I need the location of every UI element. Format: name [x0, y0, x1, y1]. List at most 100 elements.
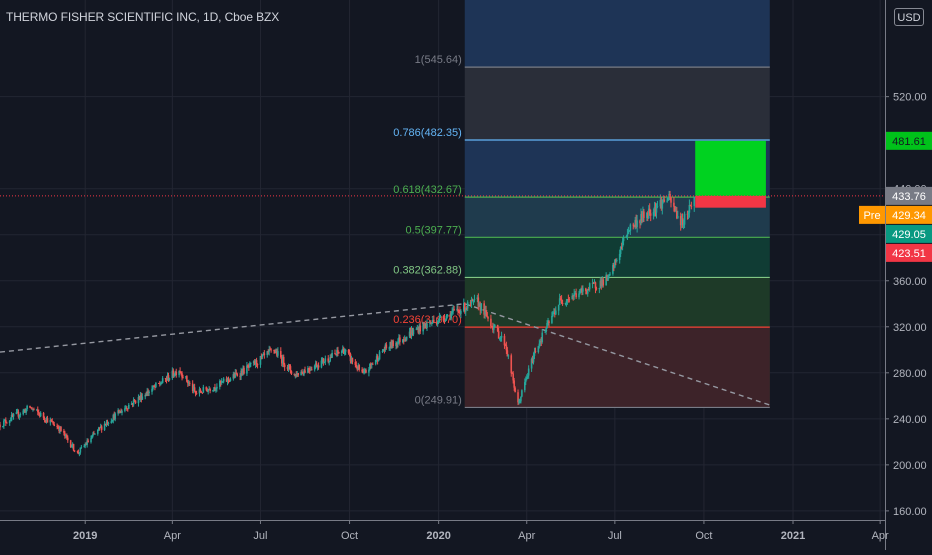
candle-body	[422, 322, 424, 332]
candle-body	[582, 288, 584, 292]
candle-body	[430, 322, 432, 324]
candle-body	[415, 328, 418, 330]
candle-body	[607, 275, 609, 281]
candle-body	[43, 417, 46, 421]
candle-body	[683, 213, 686, 225]
x-tick-label: Jul	[608, 530, 622, 542]
fibonacci-retracement[interactable]: 1(545.64) 0.786(482.35) 0.618(432.67) 0.5(3…	[393, 0, 770, 409]
candle-body	[145, 395, 148, 396]
candle-body	[411, 330, 414, 335]
candle-body	[185, 376, 187, 378]
candle-body	[336, 350, 338, 354]
candle-body	[86, 440, 88, 445]
candle-body	[137, 397, 140, 404]
candle-body	[159, 383, 162, 385]
candle-body	[646, 212, 649, 219]
candle-body	[173, 375, 176, 377]
candle-body	[221, 381, 224, 383]
candle-body	[282, 356, 285, 365]
candle-body	[505, 345, 508, 351]
candle-body	[627, 230, 630, 234]
candle-body	[426, 323, 428, 329]
candle-body	[97, 427, 100, 430]
candle-body	[164, 378, 167, 379]
candle-body	[463, 303, 465, 311]
candle-body	[287, 365, 290, 369]
candle-body	[131, 403, 134, 405]
candle-body	[57, 426, 59, 429]
candle-body	[493, 327, 495, 330]
candle-body	[457, 309, 459, 311]
candle-body	[66, 437, 69, 441]
candle-body	[124, 408, 126, 411]
candle-body	[579, 289, 581, 294]
candle-body	[546, 322, 548, 329]
candle-body	[342, 348, 345, 354]
x-tick-label: Oct	[341, 530, 358, 542]
candle-body	[73, 450, 76, 452]
candle-body	[205, 387, 208, 390]
candle-body	[479, 303, 482, 311]
candle-body	[646, 212, 648, 218]
candle-body	[334, 352, 336, 354]
candle-body	[179, 371, 181, 373]
candle-body	[340, 351, 343, 353]
candle-body	[363, 370, 365, 374]
candle-body	[354, 361, 357, 365]
candle-body	[676, 216, 679, 219]
candle-body	[498, 338, 501, 339]
candle-body	[322, 358, 325, 363]
candle-body	[181, 373, 183, 378]
candle-body	[167, 375, 170, 381]
candle-body	[125, 407, 127, 409]
long-position[interactable]	[695, 140, 766, 208]
candle-body	[382, 349, 385, 352]
candle-body	[267, 351, 270, 353]
candle-body	[368, 369, 370, 373]
candle-body	[206, 389, 209, 392]
candle-body	[347, 349, 350, 353]
candle-body	[641, 213, 643, 222]
candle-body	[476, 297, 479, 300]
candle-body	[335, 353, 337, 355]
candle-body	[147, 391, 149, 394]
candle-body	[503, 335, 506, 346]
candle-body	[214, 387, 216, 390]
candle-body	[316, 365, 319, 368]
candle-body	[329, 357, 331, 362]
candle-body	[280, 357, 283, 364]
currency-button[interactable]: USD	[894, 8, 924, 26]
candle-body	[295, 373, 298, 377]
y-tick-label: 320.00	[893, 322, 927, 334]
candle-body	[499, 337, 502, 339]
candle-body	[254, 360, 257, 365]
candle-body	[679, 216, 682, 226]
candle-body	[673, 202, 675, 207]
candle-body	[209, 388, 211, 391]
candle-body	[212, 390, 214, 391]
candle-body	[417, 328, 420, 333]
candle-body	[667, 197, 669, 201]
candle-body	[587, 289, 590, 290]
candle-body	[399, 337, 401, 343]
candle-body	[198, 389, 201, 394]
candle-body	[418, 325, 421, 333]
candle-body	[506, 350, 509, 357]
candle-body	[155, 383, 157, 387]
candle-body	[45, 418, 48, 422]
price-label-text: 429.34	[892, 210, 926, 222]
candle-body	[23, 409, 26, 411]
candle-body	[215, 388, 217, 390]
candle-body	[552, 312, 554, 316]
candle-body	[682, 224, 685, 226]
candle-body	[277, 351, 279, 356]
candle-body	[276, 351, 278, 356]
trend-line[interactable]	[0, 303, 770, 406]
candle-body	[383, 349, 386, 351]
candle-body	[220, 381, 223, 383]
candle-body	[38, 413, 41, 417]
candle-body	[249, 363, 251, 368]
candle-body	[459, 310, 461, 314]
